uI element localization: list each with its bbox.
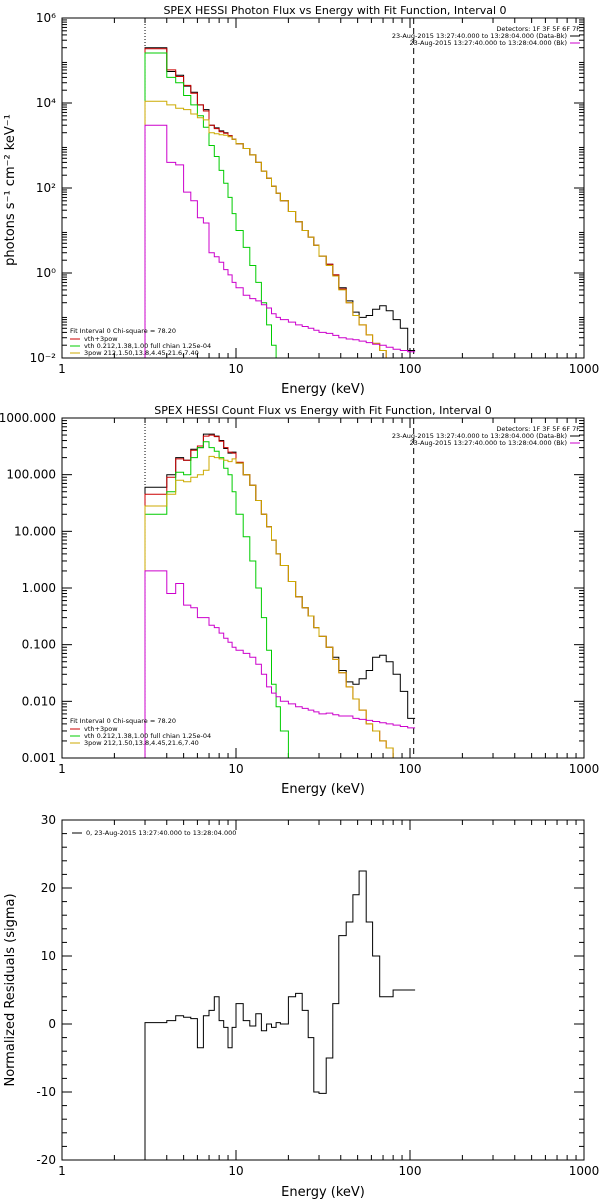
series-line-vth bbox=[144, 52, 277, 358]
y-tick-label: 0 bbox=[48, 1017, 56, 1031]
y-tick-label: 0.100 bbox=[22, 638, 56, 652]
residuals-panel: 1 10 100 1000 -20 -10 0 10 20 30 Energy (keV) Nor… bbox=[3, 813, 599, 1200]
y-tick-label: -10 bbox=[36, 1085, 56, 1099]
x-tick-label: 1 bbox=[58, 1164, 66, 1178]
series-line-bk bbox=[144, 124, 416, 358]
count-flux-panel: SPEX HESSI Count Flux vs Energy with Fit… bbox=[0, 404, 599, 797]
time-range-data-label: 23-Aug-2015 13:27:40.000 to 13:28:04.000… bbox=[392, 432, 567, 440]
info-block: Detectors: 1F 3F 5F 6F 7F 23-Aug-2015 13… bbox=[392, 425, 580, 447]
y-tick-label: 10⁴ bbox=[36, 96, 56, 110]
axes-frame bbox=[61, 417, 585, 759]
fit-legend: Fit Interval 0 Chi-square = 78.20 vth+3p… bbox=[70, 717, 211, 747]
series-line-3pow bbox=[144, 100, 394, 358]
plot-area bbox=[144, 870, 416, 1160]
series-line-residuals bbox=[144, 870, 416, 1160]
axis-ticks: 1 10 100 1000 10⁻² 10⁰ 10² 10⁴ 10⁶ bbox=[30, 11, 600, 376]
axis-ticks: 1 10 100 1000 -20 -10 0 10 20 30 bbox=[36, 813, 599, 1178]
y-tick-label: 100.000 bbox=[6, 468, 56, 482]
y-tick-label: 30 bbox=[41, 813, 56, 827]
x-tick-label: 1 bbox=[58, 362, 66, 376]
x-axis-label: Energy (keV) bbox=[281, 782, 365, 797]
fit-legend-header: Fit Interval 0 Chi-square = 78.20 bbox=[70, 717, 176, 725]
detectors-label: Detectors: 1F 3F 5F 6F 7F bbox=[496, 425, 580, 433]
series-line-data-bk bbox=[144, 47, 416, 358]
x-tick-label: 100 bbox=[399, 362, 422, 376]
y-tick-label: 0.010 bbox=[22, 694, 56, 708]
plot-area bbox=[144, 18, 416, 358]
y-tick-label: 1.000 bbox=[22, 581, 56, 595]
x-tick-label: 1000 bbox=[569, 362, 600, 376]
y-tick-label: 10⁶ bbox=[36, 11, 56, 25]
legend-entry: 3pow 212,1.50,13.8,4.45,21.6,7.40 bbox=[84, 349, 199, 357]
legend-entry: vth 0.212,1.38,1.00 full chian 1.25e-04 bbox=[84, 732, 211, 740]
y-tick-label: 20 bbox=[41, 881, 56, 895]
x-tick-label: 10 bbox=[228, 362, 243, 376]
y-axis-label: photons s⁻¹ cm⁻² keV⁻¹ bbox=[3, 114, 18, 266]
info-block: Detectors: 1F 3F 5F 6F 7F 23-Aug-2015 13… bbox=[392, 25, 580, 47]
y-tick-label: 1000.000 bbox=[0, 411, 56, 425]
x-tick-label: 100 bbox=[399, 1164, 422, 1178]
series-line-bk bbox=[144, 570, 416, 758]
y-tick-label: 10⁰ bbox=[36, 266, 56, 280]
residual-legend: 0, 23-Aug-2015 13:27:40.000 to 13:28:04.… bbox=[72, 829, 236, 837]
x-axis-label: Energy (keV) bbox=[281, 382, 365, 397]
x-axis-label: Energy (keV) bbox=[281, 1185, 365, 1200]
y-axis-label: Normalized Residuals (sigma) bbox=[3, 893, 18, 1086]
chart-title: SPEX HESSI Photon Flux vs Energy with Fi… bbox=[163, 4, 506, 17]
x-tick-label: 10 bbox=[228, 1164, 243, 1178]
y-tick-label: 10² bbox=[36, 181, 56, 195]
time-range-bk-label: 23-Aug-2015 13:27:40.000 to 13:28:04.000… bbox=[410, 39, 567, 47]
y-tick-label: 0.001 bbox=[22, 751, 56, 765]
legend-entry: vth 0.212,1.38,1.00 full chian 1.25e-04 bbox=[84, 342, 211, 350]
x-tick-label: 1 bbox=[58, 762, 66, 776]
x-tick-label: 100 bbox=[399, 762, 422, 776]
axis-ticks: 1 10 100 1000 0.001 0.010 0.100 1.000 10.000 100.… bbox=[0, 411, 599, 776]
y-tick-label: 10 bbox=[41, 949, 56, 963]
y-tick-label: 10⁻² bbox=[30, 351, 57, 365]
fit-legend-header: Fit Interval 0 Chi-square = 78.20 bbox=[70, 327, 176, 335]
series-line-vth-3pow bbox=[144, 48, 394, 358]
time-range-bk-label: 23-Aug-2015 13:27:40.000 to 13:28:04.000… bbox=[410, 439, 567, 447]
time-range-data-label: 23-Aug-2015 13:27:40.000 to 13:28:04.000… bbox=[392, 32, 567, 40]
x-tick-label: 1000 bbox=[569, 1164, 600, 1178]
x-tick-label: 10 bbox=[228, 762, 243, 776]
y-tick-label: 10.000 bbox=[14, 524, 56, 538]
chart-title: SPEX HESSI Count Flux vs Energy with Fit… bbox=[154, 404, 491, 417]
axes-frame bbox=[61, 819, 585, 1161]
legend-entry: vth+3pow bbox=[84, 725, 118, 733]
x-tick-label: 1000 bbox=[569, 762, 600, 776]
detectors-label: Detectors: 1F 3F 5F 6F 7F bbox=[496, 25, 580, 33]
y-tick-label: -20 bbox=[36, 1153, 56, 1167]
legend-entry: 3pow 212,1.50,13.8,4.45,21.6,7.40 bbox=[84, 739, 199, 747]
fit-legend: Fit Interval 0 Chi-square = 78.20 vth+3p… bbox=[70, 327, 211, 357]
series-line-3pow bbox=[144, 455, 416, 758]
legend-entry: vth+3pow bbox=[84, 335, 118, 343]
photon-flux-panel: SPEX HESSI Photon Flux vs Energy with Fi… bbox=[3, 4, 599, 397]
axes-frame bbox=[61, 17, 585, 359]
series-line-vth bbox=[144, 441, 416, 758]
plot-area bbox=[144, 418, 416, 758]
legend-entry: 0, 23-Aug-2015 13:27:40.000 to 13:28:04.… bbox=[86, 829, 236, 837]
